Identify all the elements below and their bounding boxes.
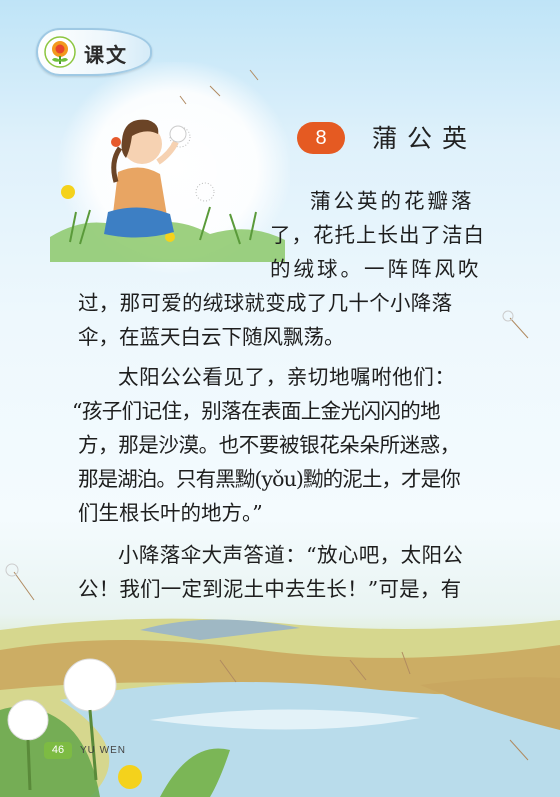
tab-label: 课文 bbox=[84, 43, 128, 67]
text-line: 公！我们一定到泥土中去生长！”可是，有 bbox=[78, 577, 462, 601]
text-line: 了，花托上长出了洁白 bbox=[270, 223, 485, 247]
text-line: 小降落伞大声答道：“放心吧，太阳公 bbox=[118, 543, 464, 567]
text-line: “孩子们记住，别落在表面上金光闪闪的地 bbox=[72, 399, 441, 423]
lesson-title: 蒲公英 bbox=[372, 124, 478, 153]
text-line: 蒲公英的花瓣落 bbox=[310, 189, 475, 213]
text-line: 过，那可爱的绒球就变成了几十个小降落 bbox=[78, 291, 453, 315]
text-line: 方，那是沙漠。也不要被银花朵朵所迷惑， bbox=[78, 433, 460, 457]
text-line: 太阳公公看见了，亲切地嘱咐他们： bbox=[118, 365, 456, 389]
landscape-illustration bbox=[0, 618, 560, 797]
book-label: YU WEN bbox=[80, 745, 126, 756]
text-line: 那是湖泊。只有黑黝(yǒu)黝的泥土，才是你 bbox=[78, 467, 461, 491]
girl-with-dandelion-illustration bbox=[50, 62, 290, 275]
lesson-category-tab: 课文 bbox=[36, 28, 152, 76]
flower-logo-icon bbox=[44, 36, 76, 68]
text-line: 的绒球。一阵阵风吹 bbox=[270, 257, 482, 281]
lesson-number-badge: 8 bbox=[297, 122, 345, 154]
text-line: 伞，在蓝天白云下随风飘荡。 bbox=[78, 325, 345, 349]
text-line: 们生根长叶的地方。” bbox=[78, 501, 263, 525]
page-number: 46 bbox=[44, 742, 72, 759]
